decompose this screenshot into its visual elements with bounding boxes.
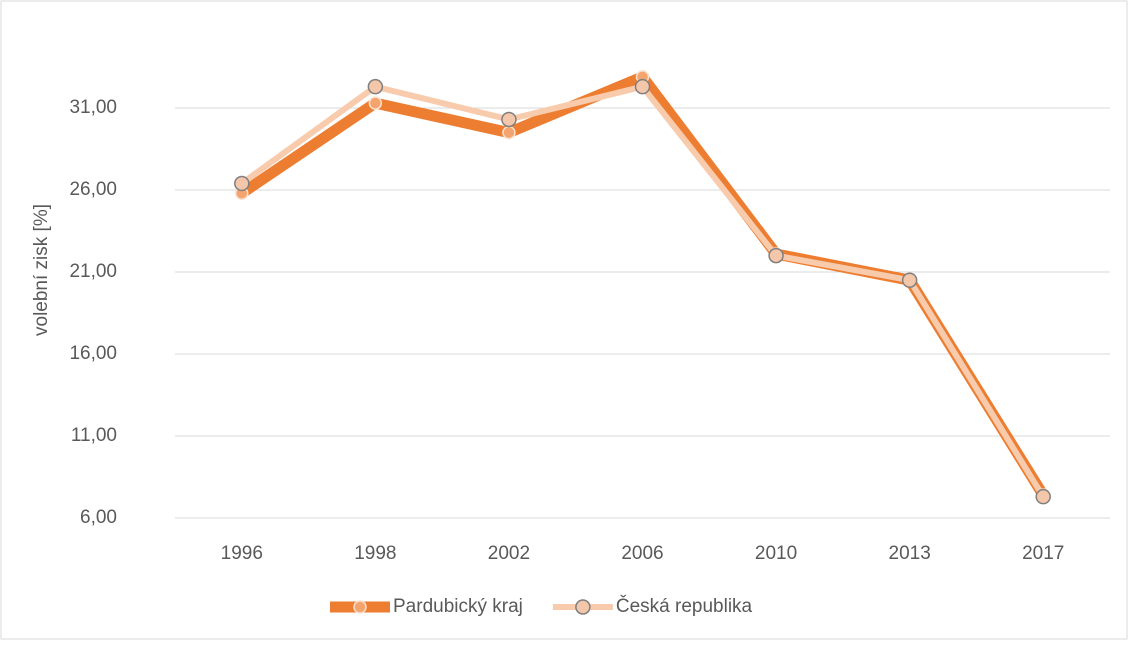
legend-label: Česká republika: [616, 595, 753, 617]
legend-marker: [353, 600, 367, 614]
point-marker: [768, 247, 784, 264]
legend-marker: [575, 599, 591, 615]
y-tick-label: 21,00: [69, 261, 117, 282]
y-tick-label: 6,00: [80, 507, 117, 528]
x-tick-label: 2002: [488, 543, 530, 564]
point-marker: [367, 78, 384, 95]
x-tick-label: 2010: [755, 543, 797, 564]
legend-label: Pardubický kraj: [393, 596, 523, 617]
x-tick-label: 2017: [1022, 543, 1064, 564]
point-marker: [901, 272, 918, 288]
x-tick-label: 2013: [889, 543, 931, 564]
point-marker: [1035, 488, 1051, 505]
x-tick-label: 1996: [221, 543, 263, 564]
point-marker: [234, 175, 250, 192]
y-tick-label: 26,00: [69, 179, 117, 200]
x-tick-label: 1998: [354, 543, 396, 564]
point-marker: [634, 78, 651, 95]
point-marker: [501, 111, 517, 128]
y-tick-label: 11,00: [71, 425, 117, 446]
point-marker: [502, 125, 516, 140]
x-tick-label: 2006: [621, 543, 663, 564]
y-tick-label: 31,00: [69, 97, 117, 118]
y-tick-label: 16,00: [69, 343, 117, 364]
y-axis-label: volební zisk [%]: [31, 204, 52, 336]
point-marker: [368, 96, 383, 110]
